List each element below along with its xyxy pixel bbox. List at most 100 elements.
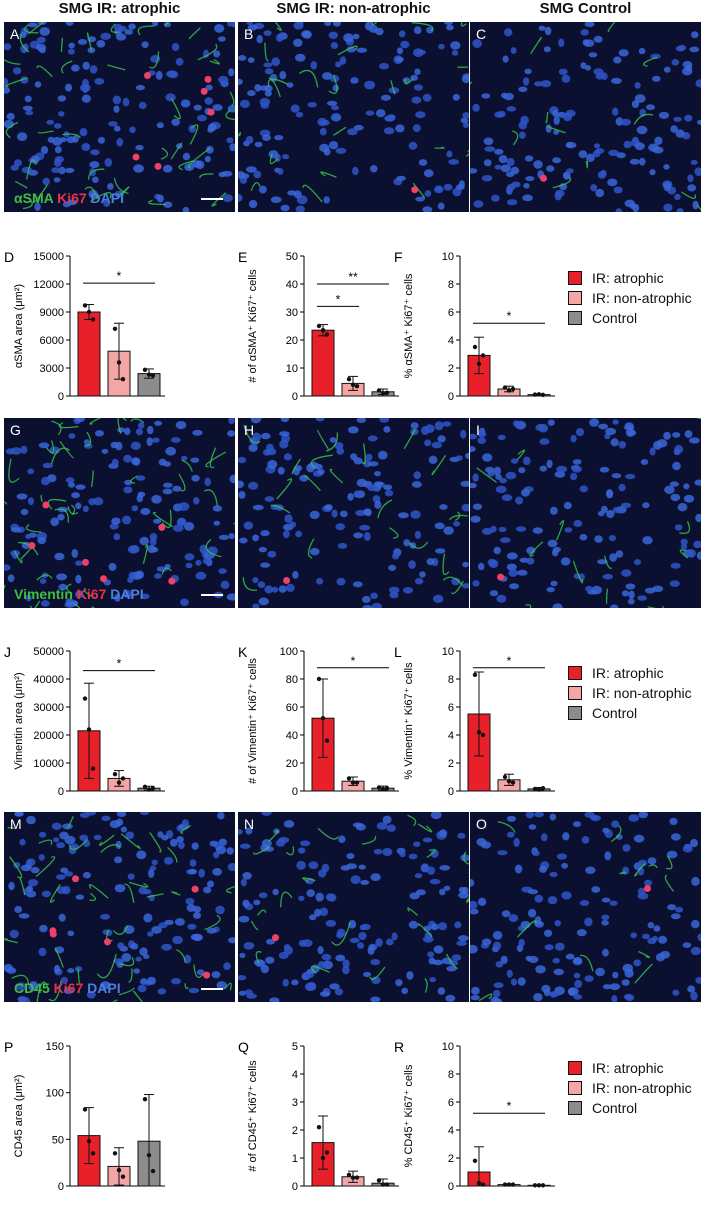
data-point [116,1167,122,1173]
stain-label: DAPI [83,980,121,996]
y-tick-label: 10000 [33,758,64,770]
data-point [112,772,118,777]
y-tick-label: 100 [280,646,298,658]
significance-label: * [351,654,356,668]
data-point [502,1182,508,1187]
data-point [540,392,546,398]
stain-label: Ki67 [72,586,107,602]
data-point [376,785,382,790]
y-tick-label: 80 [286,674,298,686]
y-tick-label: 6 [448,307,454,319]
data-point [146,1153,152,1158]
stain-legend: CD45 Ki67 DAPI [14,980,121,996]
y-axis-label: % Vimentin⁺ Ki67⁺ cells [403,662,415,780]
bar-atrophic [77,311,101,397]
stain-legend: Vimentin Ki67 DAPI [14,586,144,602]
data-point [320,1155,326,1161]
y-tick-label: 2 [292,1125,298,1137]
data-point [120,776,126,781]
y-tick-label: 1 [292,1153,298,1165]
data-point [316,676,322,682]
panel-letter: G [10,422,21,438]
scale-bar [201,198,223,200]
bar-chart: F% αSMA⁺ Ki67⁺ cells 0 2 4 6 8 10 * [394,249,555,403]
data-point [120,377,126,382]
legend-row-3: IR: atrophic IR: non-atrophic Control [568,1058,692,1118]
y-tick-label: 4 [448,335,454,347]
y-tick-label: 50000 [33,646,64,658]
data-point [376,388,382,393]
data-point [354,384,360,389]
data-point [142,1097,148,1102]
data-point [540,786,546,791]
data-point [150,373,156,378]
bar-chart: Q # of CD45⁺ Ki67⁺ cells 0 1 2 3 4 5 [238,1039,399,1193]
stain-label: Vimentin [14,586,73,602]
micrograph-c: C [464,12,704,216]
y-tick-label: 60 [286,702,298,714]
legend-label: Control [592,705,638,721]
micrograph-i: I [465,414,704,626]
data-point [316,1125,322,1130]
stain-label: DAPI [106,586,144,602]
bar-chart: K# of Vimentin⁺ Ki67⁺ cells 0 20 40 60 80 100 * [238,644,399,798]
chart-panel-p: P CD45 area (μm²) 0 50 100 150 [2,1038,172,1203]
y-tick-label: 50 [52,1134,64,1146]
legend-label: IR: non-atrophic [592,290,692,306]
data-point [324,738,330,743]
legend-swatch-non-atrophic [568,291,582,305]
y-tick-label: 3 [292,1097,298,1109]
data-point [86,727,92,732]
legend-label: Control [592,1100,638,1116]
data-point [354,1175,360,1180]
data-point [320,328,326,333]
y-tick-label: 20 [286,335,298,347]
panel-letter: C [476,26,487,42]
significance-label: * [117,269,122,283]
chart-panel-q: Q # of CD45⁺ Ki67⁺ cells 0 1 2 3 4 5 [236,1038,406,1203]
y-tick-label: 4 [292,1069,298,1081]
panel-letter: E [238,249,247,265]
chart-panel-e: E # of αSMA⁺ Ki67⁺ cells 0 10 20 30 40 50 * ** [236,248,406,413]
data-point [476,730,482,735]
data-point [90,766,96,771]
scale-bar [201,594,223,596]
y-tick-label: 0 [58,1181,64,1193]
legend-swatch-atrophic [568,271,582,285]
y-tick-label: 6000 [40,335,64,347]
legend-row-1: IR: atrophic IR: non-atrophic Control [568,268,692,328]
data-point [532,1183,538,1188]
panel-letter: R [394,1039,404,1055]
significance-label: ** [348,270,358,284]
micrograph-o: O [466,810,704,1005]
data-point [146,787,152,792]
data-point [150,786,156,791]
chart-panel-j: J Vimentin area (μm²) 0 10000 20000 30000 4000… [2,643,172,808]
data-point [472,344,478,350]
chart-panel-k: K # of Vimentin⁺ Ki67⁺ cells 0 20 40 60 80 100 * [236,643,406,808]
significance-label: * [507,1099,512,1113]
legend-swatch-control [568,1101,582,1115]
data-point [476,1181,482,1186]
data-point [506,388,512,393]
y-axis-label: % αSMA⁺ Ki67⁺ cells [403,273,415,378]
y-tick-label: 10 [442,251,454,263]
panel-letter: L [394,644,402,660]
y-tick-label: 10 [442,646,454,658]
data-point [510,386,516,392]
data-point [354,780,360,785]
y-tick-label: 150 [46,1041,64,1053]
y-tick-label: 2 [448,758,454,770]
panel-letter: K [238,644,248,660]
y-tick-label: 8 [448,674,454,686]
data-point [380,1182,386,1187]
micrograph-m: M CD45 Ki67 DAPI [1,808,247,1017]
data-point [346,776,352,781]
data-point [82,303,88,308]
data-point [90,1151,96,1156]
data-point [502,774,508,780]
data-point [536,1183,542,1188]
micrograph-g: G Vimentin Ki67 DAPI [0,413,247,622]
bar-chart: R % CD45⁺ Ki67⁺ cells 0 2 4 6 8 10 * [394,1039,555,1193]
